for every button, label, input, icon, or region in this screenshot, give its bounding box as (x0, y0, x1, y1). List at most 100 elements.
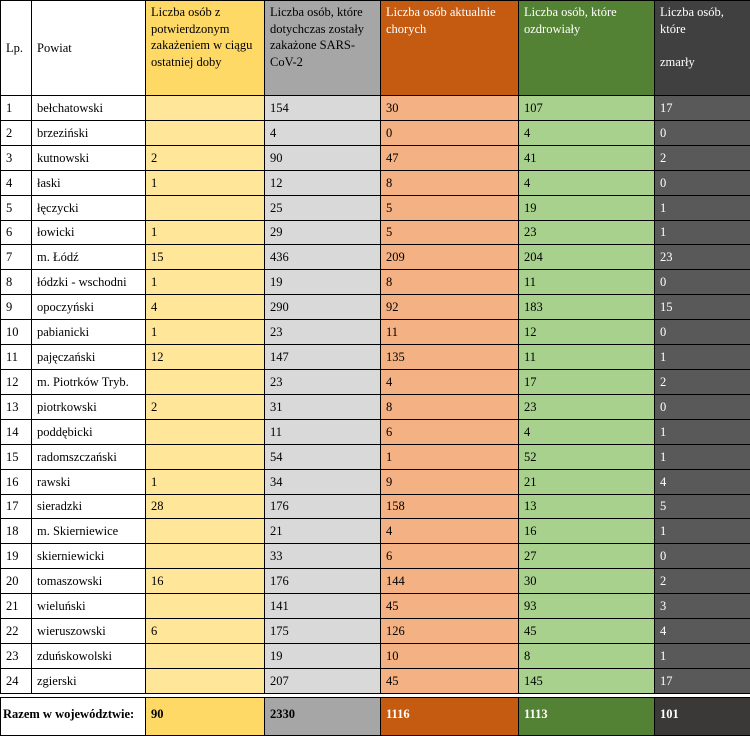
cell-infected-total: 25 (265, 195, 381, 220)
cell-lp: 14 (1, 419, 32, 444)
cell-currently-sick: 45 (381, 594, 519, 619)
cell-currently-sick: 45 (381, 668, 519, 693)
header-powiat: Powiat (32, 1, 146, 96)
cell-infected-total: 34 (265, 469, 381, 494)
cell-powiat: łaski (32, 170, 146, 195)
cell-infected-total: 290 (265, 295, 381, 320)
cell-powiat: kutnowski (32, 145, 146, 170)
cell-lp: 10 (1, 320, 32, 345)
cell-currently-sick: 9 (381, 469, 519, 494)
cell-lp: 11 (1, 345, 32, 370)
cell-lp: 24 (1, 668, 32, 693)
cell-lp: 21 (1, 594, 32, 619)
cell-new-cases (146, 444, 265, 469)
cell-powiat: poddębicki (32, 419, 146, 444)
cell-new-cases: 1 (146, 270, 265, 295)
cell-infected-total: 207 (265, 668, 381, 693)
cell-lp: 16 (1, 469, 32, 494)
cell-recovered: 11 (519, 270, 655, 295)
total-currently-sick: 1116 (381, 697, 519, 735)
cell-lp: 20 (1, 569, 32, 594)
cell-recovered: 12 (519, 320, 655, 345)
cell-lp: 2 (1, 120, 32, 145)
cell-new-cases: 6 (146, 619, 265, 644)
total-infected: 2330 (265, 697, 381, 735)
header-currently-sick: Liczba osób aktualnie chorych (381, 1, 519, 96)
cell-new-cases: 28 (146, 494, 265, 519)
cell-recovered: 107 (519, 96, 655, 121)
cell-recovered: 93 (519, 594, 655, 619)
cell-powiat: opoczyński (32, 295, 146, 320)
cell-infected-total: 19 (265, 270, 381, 295)
cell-infected-total: 176 (265, 494, 381, 519)
cell-currently-sick: 1 (381, 444, 519, 469)
cell-powiat: wieluński (32, 594, 146, 619)
total-died: 101 (655, 697, 750, 735)
cell-recovered: 13 (519, 494, 655, 519)
cell-currently-sick: 0 (381, 120, 519, 145)
cell-recovered: 204 (519, 245, 655, 270)
cell-recovered: 19 (519, 195, 655, 220)
cell-currently-sick: 6 (381, 544, 519, 569)
cell-lp: 22 (1, 619, 32, 644)
cell-died: 15 (655, 295, 750, 320)
cell-powiat: skierniewicki (32, 544, 146, 569)
cell-recovered: 52 (519, 444, 655, 469)
cell-lp: 8 (1, 270, 32, 295)
cell-died: 23 (655, 245, 750, 270)
cell-currently-sick: 47 (381, 145, 519, 170)
cell-recovered: 45 (519, 619, 655, 644)
cell-currently-sick: 11 (381, 320, 519, 345)
cell-infected-total: 141 (265, 594, 381, 619)
cell-died: 1 (655, 444, 750, 469)
cell-recovered: 23 (519, 394, 655, 419)
cell-recovered: 23 (519, 220, 655, 245)
cell-died: 2 (655, 145, 750, 170)
total-recovered: 1113 (519, 697, 655, 735)
cell-new-cases (146, 668, 265, 693)
cell-infected-total: 4 (265, 120, 381, 145)
cell-new-cases: 1 (146, 469, 265, 494)
cell-currently-sick: 30 (381, 96, 519, 121)
cell-lp: 6 (1, 220, 32, 245)
cell-lp: 5 (1, 195, 32, 220)
cell-died: 1 (655, 345, 750, 370)
cell-lp: 12 (1, 369, 32, 394)
cell-currently-sick: 92 (381, 295, 519, 320)
header-died-line1: Liczba osób, które (660, 4, 747, 37)
header-recovered: Liczba osób, które ozdrowiały (519, 1, 655, 96)
cell-powiat: brzeziński (32, 120, 146, 145)
cell-lp: 3 (1, 145, 32, 170)
cell-recovered: 183 (519, 295, 655, 320)
cell-died: 0 (655, 120, 750, 145)
cell-infected-total: 31 (265, 394, 381, 419)
cell-infected-total: 147 (265, 345, 381, 370)
cell-powiat: m. Skierniewice (32, 519, 146, 544)
cell-new-cases (146, 369, 265, 394)
cell-infected-total: 33 (265, 544, 381, 569)
cell-died: 0 (655, 170, 750, 195)
cell-infected-total: 176 (265, 569, 381, 594)
cell-powiat: tomaszowski (32, 569, 146, 594)
cell-powiat: łowicki (32, 220, 146, 245)
cell-recovered: 145 (519, 668, 655, 693)
cell-powiat: pajęczański (32, 345, 146, 370)
cell-infected-total: 23 (265, 369, 381, 394)
cell-new-cases (146, 96, 265, 121)
cell-new-cases (146, 519, 265, 544)
cell-currently-sick: 10 (381, 643, 519, 668)
cell-recovered: 4 (519, 170, 655, 195)
